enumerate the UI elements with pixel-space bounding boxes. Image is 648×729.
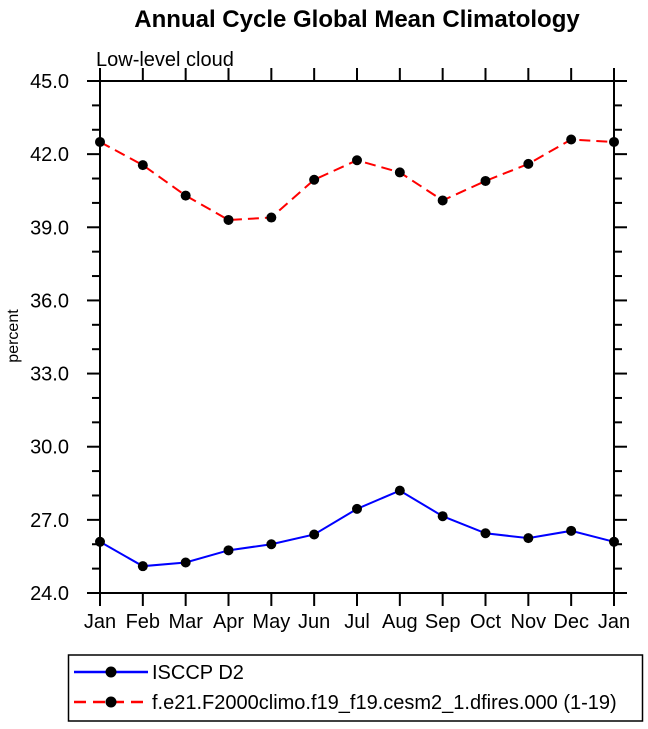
data-point-marker <box>223 214 234 225</box>
data-point-marker <box>137 160 148 171</box>
data-point-marker <box>223 545 234 556</box>
data-point-marker <box>609 536 619 547</box>
data-point-marker <box>523 533 534 544</box>
chart-title: Annual Cycle Global Mean Climatology <box>134 6 580 33</box>
data-point-marker <box>137 561 148 572</box>
x-tick-label: Dec <box>553 611 589 633</box>
legend-label-series-2: f.e21.F2000climo.f19_f19.cesm2_1.dfires.… <box>152 692 617 714</box>
x-tick-label: Sep <box>425 611 461 633</box>
plot-group: 24.0 27.0 30.0 33.0 36.0 39.0 42.0 45.0 Jan Feb Ma… <box>30 68 630 633</box>
y-tick-label: 36.0 <box>30 290 69 312</box>
legend-box <box>67 654 644 722</box>
data-point-marker <box>309 529 320 540</box>
data-point-marker <box>566 134 577 145</box>
y-tick-label: 39.0 <box>30 217 69 239</box>
x-tick-label: Feb <box>126 611 160 633</box>
y-axis-label: percent <box>5 309 22 363</box>
data-point-marker <box>609 136 619 147</box>
data-point-marker <box>352 503 362 514</box>
x-tick-label: Nov <box>511 611 547 633</box>
x-tick-label: Apr <box>213 611 244 633</box>
data-point-marker <box>437 195 448 206</box>
data-point-marker <box>180 557 191 568</box>
data-point-marker <box>309 174 320 185</box>
data-point-marker <box>95 536 105 547</box>
data-point-marker <box>566 525 577 536</box>
data-point-marker <box>480 528 491 539</box>
x-tick-label: Jan <box>84 611 116 633</box>
x-tick-label: Aug <box>382 611 418 633</box>
x-tick-label: Jul <box>344 611 370 633</box>
data-point-marker <box>180 190 191 201</box>
data-point-marker <box>523 158 534 169</box>
data-point-marker <box>266 539 277 550</box>
data-point-marker <box>394 167 405 178</box>
x-tick-label: Jan <box>598 611 630 633</box>
y-tick-label: 33.0 <box>30 364 69 386</box>
data-point-marker <box>95 136 105 147</box>
y-tick-label: 24.0 <box>30 583 69 605</box>
y-tick-label: 45.0 <box>30 71 69 93</box>
chart-subtitle: Low-level cloud <box>96 49 234 71</box>
y-tick-label: 30.0 <box>30 437 69 459</box>
y-tick-label: 27.0 <box>30 510 69 532</box>
legend-sample-marker <box>105 666 117 678</box>
x-tick-label: Jun <box>298 611 330 633</box>
data-point-marker <box>352 155 362 166</box>
data-point-marker <box>437 511 448 522</box>
x-tick-label: Oct <box>470 611 502 633</box>
y-tick-label: 42.0 <box>30 144 69 166</box>
data-point-marker <box>266 212 277 223</box>
legend: ISCCP D2 f.e21.F2000climo.f19_f19.cesm2_… <box>67 654 644 722</box>
legend-label-series-1: ISCCP D2 <box>152 662 244 684</box>
data-point-marker <box>480 175 491 186</box>
x-tick-label: Mar <box>168 611 203 633</box>
data-point-marker <box>394 485 405 496</box>
x-tick-label: May <box>252 611 290 633</box>
legend-sample-marker <box>105 696 117 708</box>
